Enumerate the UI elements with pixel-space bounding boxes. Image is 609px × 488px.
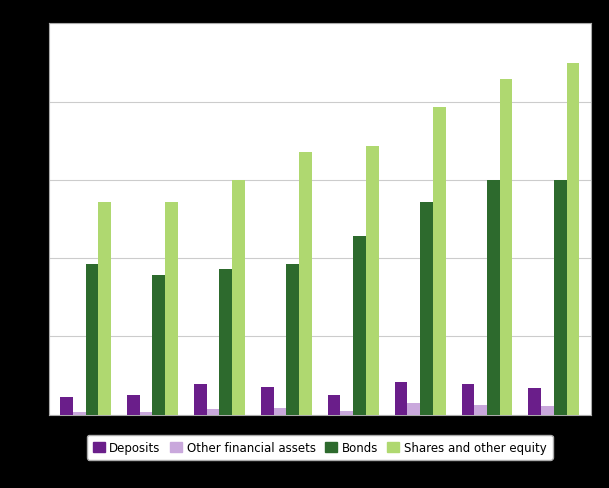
Bar — [165, 203, 178, 415]
Bar — [85, 264, 98, 415]
Bar — [261, 387, 273, 415]
Bar — [420, 203, 433, 415]
Bar — [328, 395, 340, 415]
Bar — [462, 384, 474, 415]
Bar — [474, 405, 487, 415]
Bar — [353, 236, 366, 415]
Bar — [152, 275, 165, 415]
Bar — [541, 407, 554, 415]
Legend: Deposits, Other financial assets, Bonds, Shares and other equity: Deposits, Other financial assets, Bonds,… — [87, 435, 552, 460]
Bar — [487, 181, 500, 415]
Bar — [98, 203, 111, 415]
Bar — [194, 384, 206, 415]
Bar — [232, 181, 245, 415]
Bar — [127, 395, 139, 415]
Bar — [529, 388, 541, 415]
Bar — [395, 383, 407, 415]
Bar — [554, 181, 566, 415]
Bar — [73, 412, 85, 415]
Bar — [139, 412, 152, 415]
Bar — [433, 108, 446, 415]
Bar — [407, 404, 420, 415]
Bar — [273, 408, 286, 415]
Bar — [60, 397, 73, 415]
Bar — [340, 411, 353, 415]
Bar — [206, 409, 219, 415]
Bar — [566, 63, 579, 415]
Bar — [366, 147, 379, 415]
Bar — [219, 270, 232, 415]
Bar — [299, 153, 312, 415]
Bar — [286, 264, 299, 415]
Bar — [500, 80, 512, 415]
